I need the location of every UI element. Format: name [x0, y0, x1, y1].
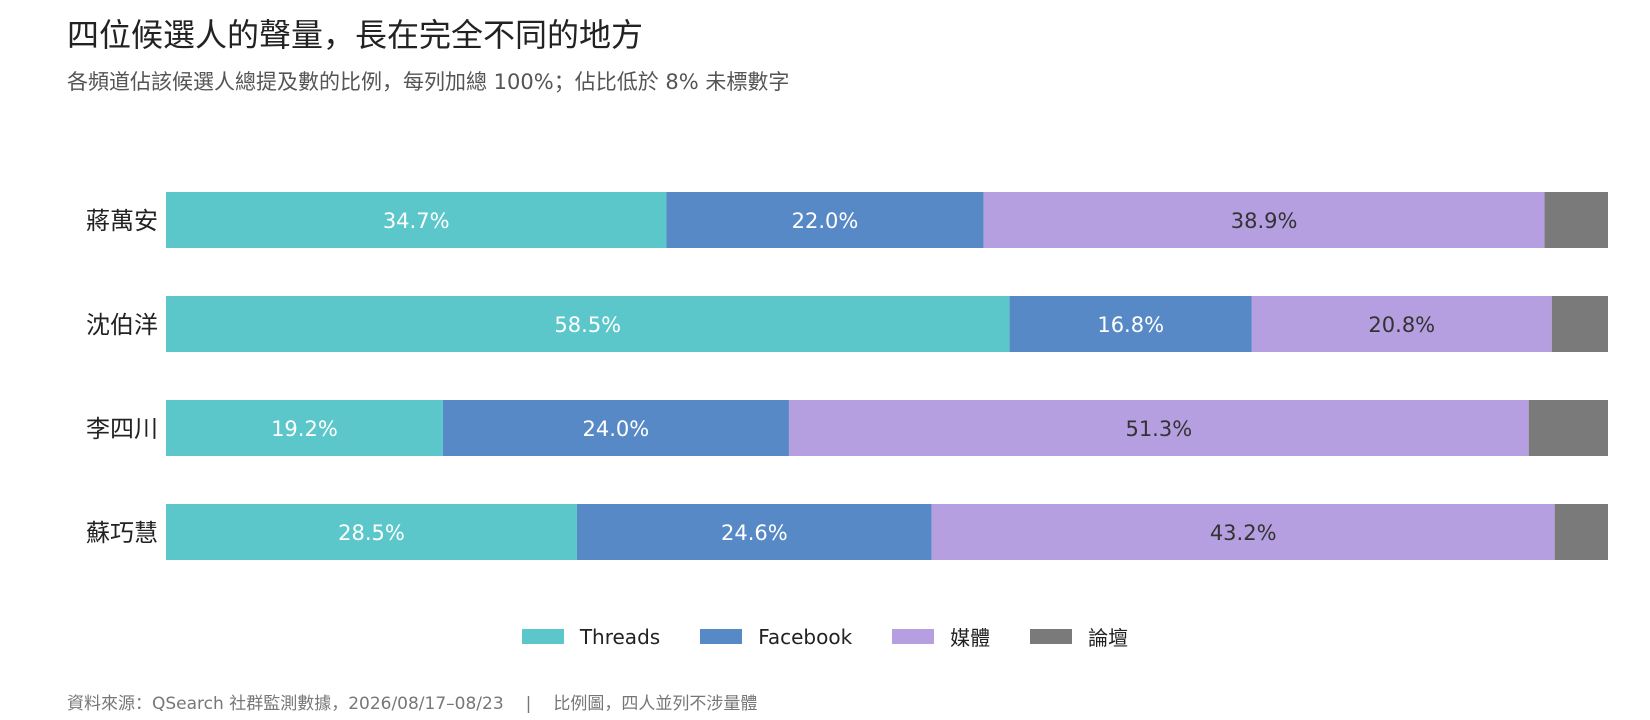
footer-separator: |	[525, 694, 532, 714]
bar-segment	[166, 192, 667, 248]
data-label: 19.2%	[271, 417, 338, 441]
legend-item: 媒體	[892, 622, 990, 651]
legend-item: 論壇	[1030, 622, 1128, 651]
legend-label: Threads	[579, 624, 661, 649]
data-label: 20.8%	[1368, 313, 1435, 337]
legend-label: 論壇	[1088, 626, 1129, 650]
category-label: 李四川	[86, 415, 158, 443]
footer-note: 比例圖，四人並列不涉量體	[553, 694, 758, 714]
legend-swatch	[521, 629, 564, 644]
legend-swatch	[892, 629, 935, 644]
bar-segment	[166, 296, 1010, 352]
data-label: 22.0%	[792, 209, 859, 233]
category-label: 蘇巧慧	[86, 519, 158, 547]
bar-segment	[166, 504, 577, 560]
bar-segment	[1009, 296, 1252, 352]
chart-title: 四位候選人的聲量，長在完全不同的地方	[67, 16, 644, 54]
bar-segment	[983, 192, 1545, 248]
bar-segment	[1528, 400, 1608, 456]
chart-legend: Threads Facebook 媒體 論壇	[0, 622, 1650, 651]
category-label: 沈伯洋	[86, 311, 158, 339]
bar-segment	[666, 192, 984, 248]
category-label: 蔣萬安	[86, 207, 158, 235]
legend-item: Facebook	[700, 625, 852, 649]
bar-segment	[166, 400, 443, 456]
bar-segment	[788, 400, 1529, 456]
chart-subtitle: 各頻道佔該候選人總提及數的比例，每列加總 100%；佔比低於 8% 未標數字	[67, 70, 790, 94]
legend-item: Threads	[521, 624, 661, 649]
bar-segment	[1551, 296, 1608, 352]
legend-swatch	[1030, 629, 1073, 644]
data-label: 51.3%	[1125, 417, 1192, 441]
legend-swatch	[700, 629, 743, 644]
data-label: 43.2%	[1210, 521, 1277, 545]
data-label: 16.8%	[1097, 313, 1164, 337]
bar-segment	[931, 504, 1555, 560]
footer: 資料來源：QSearch 社群監測數據，2026/08/17–08/23 | 比例圖…	[67, 689, 757, 714]
bar-segment	[576, 504, 932, 560]
bar-segment	[1251, 296, 1552, 352]
data-label: 28.5%	[338, 521, 405, 545]
legend-label: 媒體	[950, 626, 991, 650]
stacked-bar-chart: 蔣萬安 34.7% 22.0% 38.9% 沈伯洋 58.5% 16.8% 20.8% 李四川 1…	[86, 192, 1608, 560]
data-label: 38.9%	[1231, 209, 1298, 233]
legend-label: Facebook	[758, 624, 853, 649]
data-label: 34.7%	[383, 209, 450, 233]
bar-segment	[442, 400, 789, 456]
bar-segment	[1544, 192, 1608, 248]
footer-source: 資料來源：QSearch 社群監測數據，2026/08/17–08/23	[67, 694, 504, 714]
data-label: 24.6%	[721, 521, 788, 545]
bar-segment	[1554, 504, 1608, 560]
data-label: 58.5%	[554, 313, 621, 337]
data-label: 24.0%	[583, 417, 650, 441]
